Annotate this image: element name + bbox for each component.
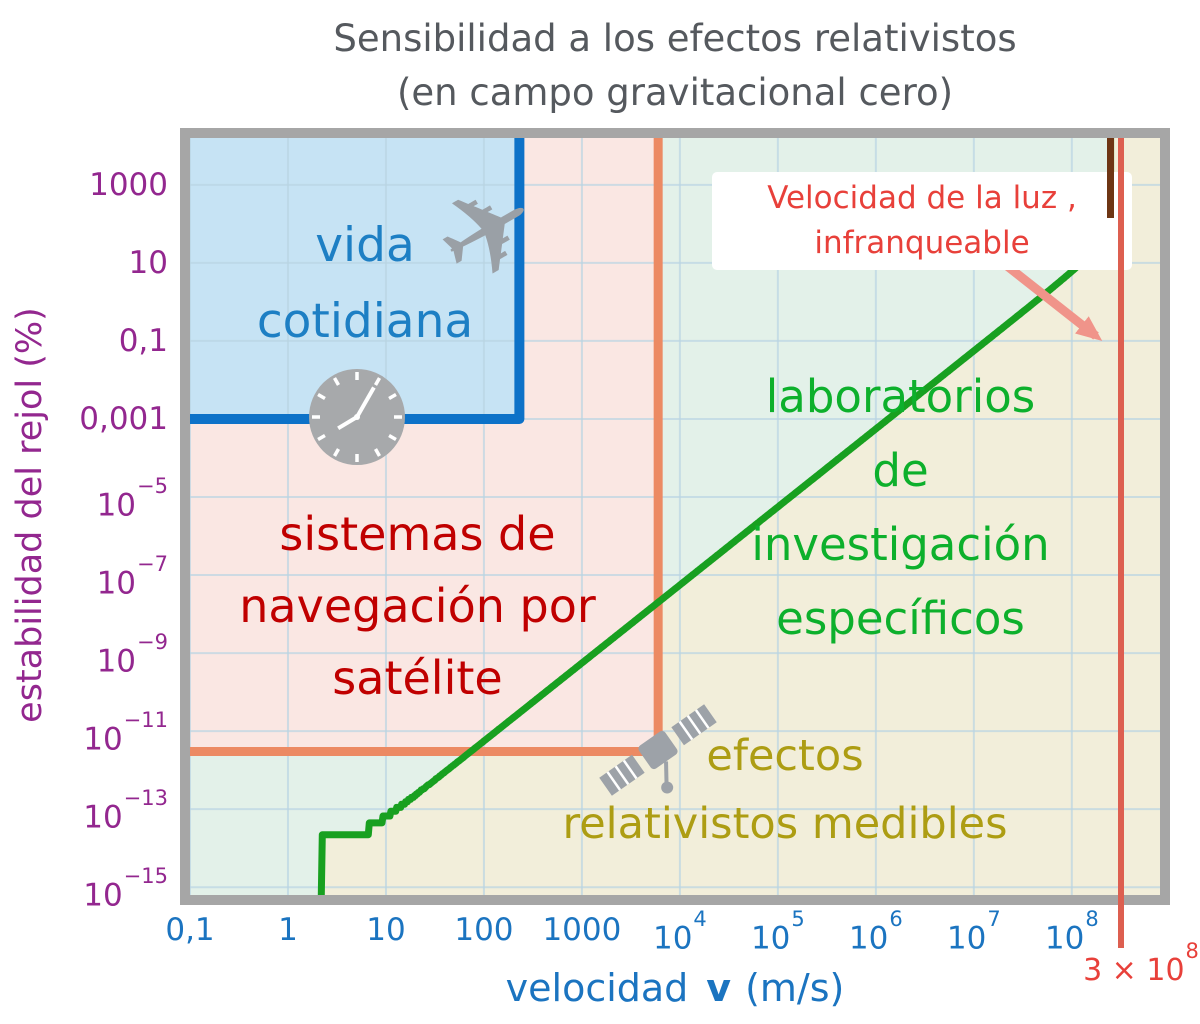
y-tick-label-base: 1000	[89, 166, 168, 203]
x-tick-label: 107	[914, 907, 1034, 958]
chart-title-line1: Sensibilidad a los efectos relativistos	[333, 17, 1017, 60]
labs-label-line1: laboratorios	[765, 370, 1036, 423]
light-speed-value-base: 3 × 10	[1083, 953, 1185, 988]
everyday-label-line1: vida	[315, 218, 415, 273]
y-tick-label-exponent: −7	[137, 552, 168, 577]
x-tick-label: 0,1	[130, 910, 250, 950]
measurable-label-line1: efectos	[706, 731, 864, 781]
annotation-line1: Velocidad de la luz ,	[767, 180, 1077, 216]
x-tick-label-exponent: 6	[889, 907, 903, 931]
y-tick-label: 10−5	[34, 473, 168, 526]
x-tick-label-exponent: 4	[693, 907, 707, 931]
y-tick-label: 10	[34, 242, 168, 284]
x-tick-label-exponent: 5	[791, 907, 805, 931]
light-speed-annotation: Velocidad de la luz , infranqueable	[712, 172, 1132, 270]
y-tick-label: 10−7	[34, 552, 168, 604]
x-tick-label: 106	[816, 907, 936, 958]
x-axis-title-variable: v	[706, 966, 732, 1010]
y-tick-label-base: 10	[96, 643, 137, 680]
x-tick-label: 108	[1012, 907, 1132, 958]
x-tick-label: 105	[718, 907, 838, 958]
x-tick-label-base: 10	[848, 920, 889, 957]
x-axis-title-suffix: (m/s)	[745, 966, 845, 1010]
plot-frame	[180, 128, 1170, 905]
labs-label-line2: de	[872, 444, 929, 497]
region-label-everyday-life: vida cotidiana	[200, 208, 530, 360]
region-label-satellite-navigation: sistemas de navegación por satélite	[185, 498, 650, 714]
x-tick-label-base: 1000	[542, 912, 622, 948]
y-tick-label-exponent: −9	[137, 630, 168, 655]
annotation-line2: infranqueable	[814, 225, 1030, 261]
x-tick-label: 10	[326, 910, 446, 950]
x-tick-label-base: 0,1	[165, 912, 215, 948]
y-tick-label-base: 10	[83, 877, 123, 914]
region-label-research-labs: laboratorios de investigación específico…	[693, 360, 1108, 656]
labs-label-line4: específicos	[776, 592, 1025, 645]
y-tick-label-exponent: −13	[123, 786, 168, 811]
relativistic-effect-curve	[317, 138, 1115, 895]
region-label-measurable-effects: efectos relativistos medibles	[530, 722, 1040, 858]
x-tick-label-base: 10	[1044, 920, 1085, 957]
clock-icon	[309, 369, 405, 465]
x-tick-label-base: 1	[278, 912, 298, 948]
light-speed-value-label: 3 × 108	[1076, 939, 1200, 988]
annotation-arrow	[999, 258, 1103, 341]
x-tick-label-base: 10	[750, 920, 791, 957]
y-tick-label: 0,1	[34, 320, 168, 362]
y-tick-label: 10−11	[34, 708, 168, 760]
x-tick-label-exponent: 7	[987, 907, 1001, 931]
x-axis-title-prefix: velocidad	[505, 966, 689, 1010]
y-tick-label-base: 0,1	[118, 322, 168, 359]
labs-label-line3: investigación	[751, 518, 1050, 571]
y-tick-label-base: 10	[96, 487, 137, 524]
light-speed-value-exponent: 8	[1185, 939, 1199, 963]
y-tick-label-base: 10	[83, 721, 123, 758]
y-tick-label-base: 10	[83, 799, 123, 836]
x-tick-label-base: 10	[946, 920, 987, 957]
y-tick-label: 10−13	[34, 786, 168, 838]
satellite-label-line3: satélite	[332, 651, 503, 705]
y-tick-label: 10−15	[34, 864, 168, 916]
satellite-label-line1: sistemas de	[279, 507, 556, 561]
y-tick-label-exponent: −5	[137, 473, 168, 498]
y-tick-label-base: 10	[128, 244, 168, 281]
chart-title: Sensibilidad a los efectos relativistos …	[190, 12, 1160, 120]
y-tick-label-exponent: −15	[123, 864, 168, 889]
x-tick-label-base: 10	[652, 920, 693, 957]
x-axis-title: velocidad v (m/s)	[190, 966, 1160, 1010]
y-tick-label: 10−9	[34, 630, 168, 682]
x-tick-label-exponent: 8	[1085, 907, 1099, 931]
x-tick-label-base: 10	[366, 912, 406, 948]
x-tick-label: 1000	[522, 910, 642, 950]
everyday-life-boundary	[190, 138, 525, 424]
y-tick-label: 1000	[34, 164, 168, 206]
satellite-label-line2: navegación por	[239, 579, 596, 633]
x-tick-label: 100	[424, 910, 544, 950]
asymptote-line	[1107, 138, 1115, 218]
y-tick-label-exponent: −11	[123, 708, 168, 733]
x-tick-label: 1	[228, 910, 348, 950]
y-tick-label: 0,001	[34, 398, 168, 440]
chart-title-line2: (en campo gravitacional cero)	[396, 71, 954, 114]
light-speed-line	[1117, 138, 1124, 948]
y-tick-label-base: 0,001	[79, 400, 168, 437]
x-tick-label-base: 100	[454, 912, 514, 948]
measurable-label-line2: relativistos medibles	[562, 799, 1008, 849]
everyday-label-line2: cotidiana	[256, 294, 474, 349]
x-tick-label: 104	[620, 907, 740, 958]
satellite-icon	[599, 704, 717, 796]
y-tick-label-base: 10	[96, 565, 137, 602]
